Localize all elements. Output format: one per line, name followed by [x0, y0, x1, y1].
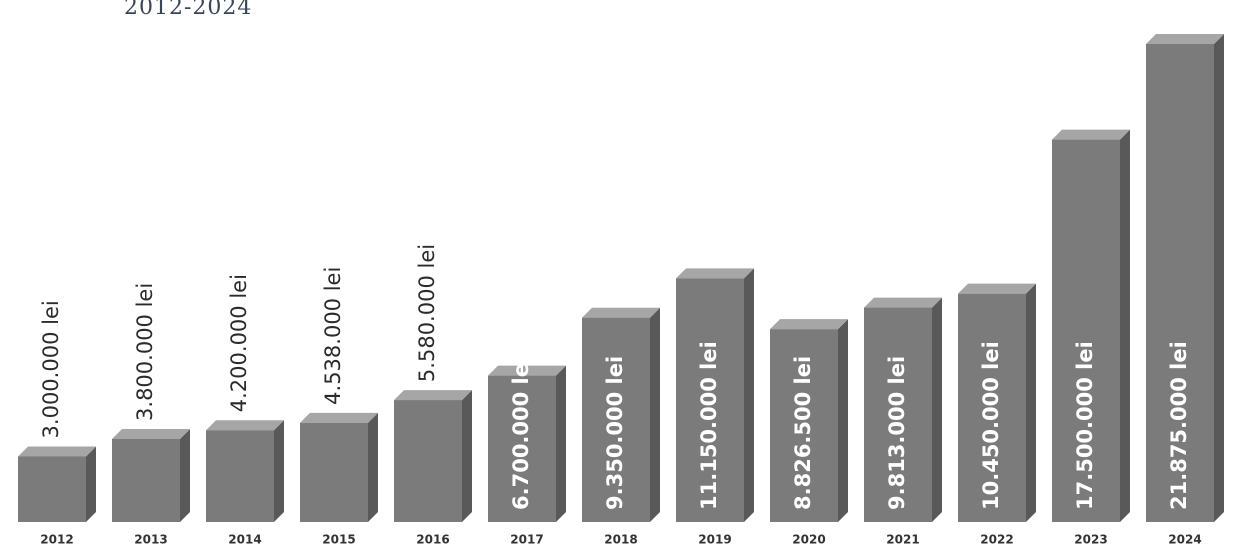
bar [206, 430, 274, 522]
value-label: 9.350.000 lei [603, 356, 627, 510]
bar-side [274, 420, 284, 522]
bar-top [582, 307, 660, 318]
bar [582, 317, 650, 522]
bar-side [1026, 283, 1036, 522]
bar [300, 422, 368, 522]
bar-side [650, 307, 660, 522]
year-label: 2023 [1074, 533, 1107, 547]
year-label: 2012 [40, 533, 73, 547]
bar [864, 307, 932, 522]
bar [488, 375, 556, 522]
bar-side [932, 297, 942, 522]
bar [770, 329, 838, 522]
value-label: 17.500.000 lei [1073, 341, 1097, 510]
value-label: 9.813.000 lei [885, 356, 909, 510]
bar-top [300, 412, 378, 423]
bar-top [18, 446, 96, 457]
year-label: 2022 [980, 533, 1013, 547]
bar-top [676, 268, 754, 279]
year-label: 2021 [886, 533, 919, 547]
value-label: 6.700.000 lei [509, 356, 533, 510]
bar [1146, 44, 1214, 522]
bar-side [86, 446, 96, 522]
year-label: 2019 [698, 533, 731, 547]
bar [958, 293, 1026, 522]
value-label: 3.000.000 lei [39, 300, 63, 438]
bar [394, 400, 462, 522]
bar [112, 438, 180, 522]
value-label: 21.875.000 lei [1167, 341, 1191, 510]
bar-top [1052, 129, 1130, 140]
bar-top [864, 297, 942, 308]
year-label: 2020 [792, 533, 825, 547]
value-label: 11.150.000 lei [697, 341, 721, 510]
bar-side [368, 412, 378, 522]
bar-top [394, 390, 472, 401]
value-label: 4.200.000 lei [227, 274, 251, 412]
year-label: 2018 [604, 533, 637, 547]
bar-top [488, 365, 566, 376]
bar-top [206, 420, 284, 431]
value-label: 8.826.500 lei [791, 356, 815, 510]
bar-side [1120, 129, 1130, 522]
value-label: 10.450.000 lei [979, 341, 1003, 510]
bar-side [838, 319, 848, 522]
bar-side [744, 268, 754, 522]
year-label: 2024 [1168, 533, 1201, 547]
year-label: 2017 [510, 533, 543, 547]
value-label: 5.580.000 lei [415, 244, 439, 382]
year-label: 2014 [228, 533, 261, 547]
bar-side [462, 390, 472, 522]
bar-top [1146, 34, 1224, 44]
bar-top [770, 319, 848, 330]
year-label: 2013 [134, 533, 167, 547]
chart-title: 2012-2024 [124, 0, 252, 20]
bar-side [1214, 34, 1224, 522]
bar [1052, 139, 1120, 522]
year-label: 2016 [416, 533, 449, 547]
bar-top [958, 283, 1036, 294]
bar [676, 278, 744, 522]
bar-side [180, 428, 190, 522]
bar-side [556, 365, 566, 522]
year-label: 2015 [322, 533, 355, 547]
value-label: 4.538.000 lei [321, 267, 345, 405]
value-label: 3.800.000 lei [133, 283, 157, 421]
bar-top [112, 428, 190, 439]
bar [18, 456, 86, 522]
